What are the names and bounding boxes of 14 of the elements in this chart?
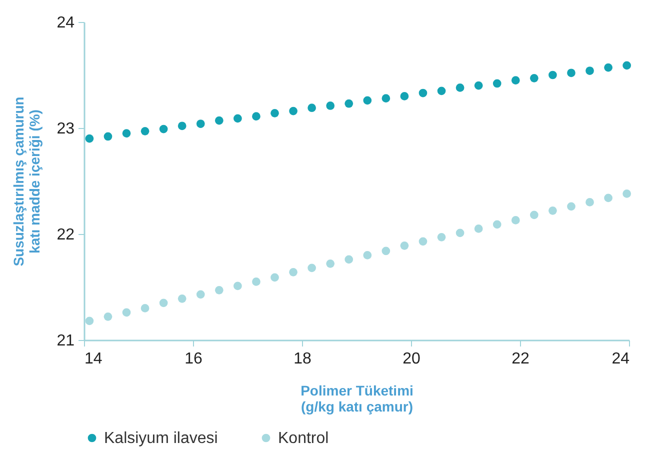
- y-tick-label: 23: [56, 120, 75, 138]
- legend-label: Kontrol: [278, 430, 329, 447]
- x-tick-label: 24: [612, 350, 630, 368]
- x-axis-title: Polimer Tüketimi (g/kg katı çamur): [300, 382, 414, 414]
- y-axis-title: Susuzlaştırılmış çamurun katı madde içeriği (%): [10, 96, 43, 266]
- x-tick-label: 20: [402, 350, 420, 368]
- y-tick-label: 21: [56, 332, 75, 350]
- legend-label: Kalsiyum ilavesi: [104, 430, 218, 447]
- x-tick-label: 16: [184, 350, 202, 368]
- x-tick-label: 22: [512, 350, 530, 368]
- x-tick-label: 18: [294, 350, 312, 368]
- y-tick-label: 22: [56, 226, 75, 244]
- x-tick-label: 14: [84, 350, 102, 368]
- y-tick-label: 24: [56, 14, 75, 32]
